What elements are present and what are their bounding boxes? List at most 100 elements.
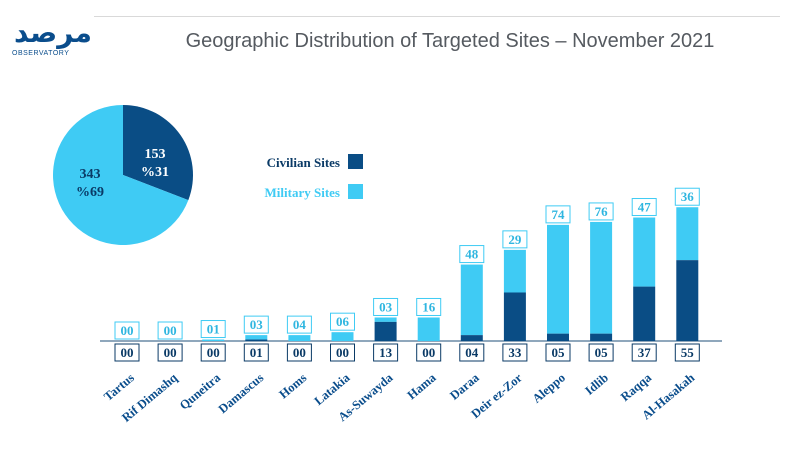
military-value-box-9 — [502, 230, 528, 249]
military-value-label-1: 00 — [164, 323, 177, 338]
bar-military-8 — [460, 264, 483, 336]
military-value-box-7 — [416, 297, 442, 316]
civilian-value-box-7 — [416, 343, 442, 362]
military-value-box-2 — [200, 320, 226, 339]
bar-military-7 — [417, 317, 440, 341]
civilian-value-box-3 — [243, 343, 269, 362]
pie-chart: 153 %31 343 %69 — [52, 105, 194, 245]
military-value-box-1 — [157, 321, 183, 340]
legend-label-military: Military Sites — [265, 185, 340, 200]
civilian-value-label-1: 00 — [164, 345, 177, 360]
logo-mark: مرصد — [14, 16, 93, 49]
military-value-label-6: 03 — [379, 299, 393, 314]
civilian-value-box-0 — [114, 343, 140, 362]
military-value-box-11 — [588, 202, 614, 221]
civilian-value-label-2: 00 — [207, 345, 220, 360]
category-label-4: Homs — [276, 370, 309, 401]
category-label-12: Raqqa — [618, 370, 655, 404]
bar-civilian-10 — [547, 333, 569, 341]
civilian-value-label-7: 00 — [422, 345, 435, 360]
military-value-label-3: 03 — [250, 317, 264, 332]
military-value-box-13 — [674, 187, 700, 206]
civilian-value-box-1 — [157, 343, 183, 362]
legend-label-civilian: Civilian Sites — [267, 155, 340, 170]
legend-swatch-civilian — [348, 154, 363, 169]
bar-civilian-6 — [374, 321, 397, 341]
military-value-label-8: 48 — [465, 247, 479, 262]
military-value-label-9: 29 — [508, 232, 522, 247]
category-label-0: Tartus — [101, 370, 137, 403]
civilian-value-box-8 — [459, 343, 485, 362]
legend-swatch-military — [348, 184, 363, 199]
bar-military-3 — [245, 335, 268, 340]
pie-label-military-count: 343 — [80, 167, 101, 182]
bar-civilian-13 — [676, 260, 699, 341]
bar-military-5 — [331, 332, 354, 341]
category-label-3: Damascus — [216, 370, 267, 416]
civilian-value-box-5 — [330, 343, 355, 362]
military-value-box-6 — [373, 297, 399, 316]
military-value-box-10 — [545, 205, 571, 224]
civilian-value-label-11: 05 — [595, 345, 609, 360]
logo: مرصد OBSERVATORY — [12, 18, 93, 64]
military-value-box-3 — [243, 315, 269, 334]
military-value-label-4: 04 — [293, 317, 307, 332]
civilian-value-label-8: 04 — [465, 345, 479, 360]
chart-title: Geographic Distribution of Targeted Site… — [185, 30, 715, 52]
civilian-value-label-9: 33 — [508, 345, 522, 360]
civilian-value-label-12: 37 — [638, 345, 652, 360]
civilian-value-label-5: 00 — [336, 345, 349, 360]
military-value-label-13: 36 — [681, 189, 695, 204]
category-label-11: Idlib — [582, 371, 611, 398]
civilian-value-label-0: 00 — [121, 345, 134, 360]
military-value-label-5: 06 — [336, 314, 350, 329]
bar-military-4 — [288, 335, 311, 341]
category-label-10: Aleppo — [530, 371, 568, 406]
bar-civilian-12 — [633, 286, 656, 341]
military-value-box-0 — [114, 321, 140, 340]
civilian-value-box-11 — [588, 343, 614, 362]
bar-civilian-8 — [460, 335, 483, 341]
bar-military-9 — [503, 249, 526, 293]
pie-slice-civilian — [123, 105, 194, 201]
civilian-value-box-6 — [373, 343, 399, 362]
civilian-value-box-9 — [502, 343, 528, 362]
pie-label-civilian-count: 153 — [145, 147, 166, 162]
military-value-box-5 — [330, 312, 355, 331]
bar-military-13 — [676, 207, 699, 261]
bar-military-12 — [633, 217, 656, 287]
bar-military-10 — [547, 224, 569, 334]
civilian-value-box-10 — [545, 343, 571, 362]
title-rule — [94, 16, 780, 17]
category-label-5: Latakia — [311, 370, 352, 408]
bar-military-6 — [374, 317, 397, 322]
military-value-label-11: 76 — [595, 204, 609, 219]
pie-label-civilian-pct: %31 — [141, 165, 169, 180]
bar-military-2 — [202, 339, 225, 341]
military-value-label-0: 00 — [121, 323, 134, 338]
military-value-label-10: 74 — [552, 207, 566, 222]
military-value-label-2: 01 — [207, 322, 220, 337]
civilian-value-label-4: 00 — [293, 345, 306, 360]
military-value-label-7: 16 — [422, 299, 436, 314]
bar-civilian-11 — [590, 333, 613, 341]
logo-subtitle: OBSERVATORY — [12, 50, 70, 57]
civilian-value-label-3: 01 — [250, 345, 263, 360]
pie-slice-military — [52, 105, 189, 245]
bar-civilian-3 — [245, 339, 268, 341]
category-label-8: Daraa — [447, 370, 482, 403]
military-value-label-12: 47 — [638, 200, 652, 215]
civilian-value-box-2 — [200, 343, 226, 362]
bar-military-11 — [590, 221, 613, 334]
military-value-box-4 — [286, 315, 312, 334]
legend: Civilian Sites Military Sites — [265, 154, 363, 200]
civilian-value-box-4 — [286, 343, 312, 362]
bar-civilian-9 — [503, 292, 526, 341]
military-value-box-8 — [459, 245, 485, 264]
civilian-value-box-13 — [674, 343, 700, 362]
civilian-value-box-12 — [631, 343, 657, 362]
civilian-value-label-10: 05 — [552, 345, 566, 360]
category-label-7: Hama — [405, 370, 440, 402]
